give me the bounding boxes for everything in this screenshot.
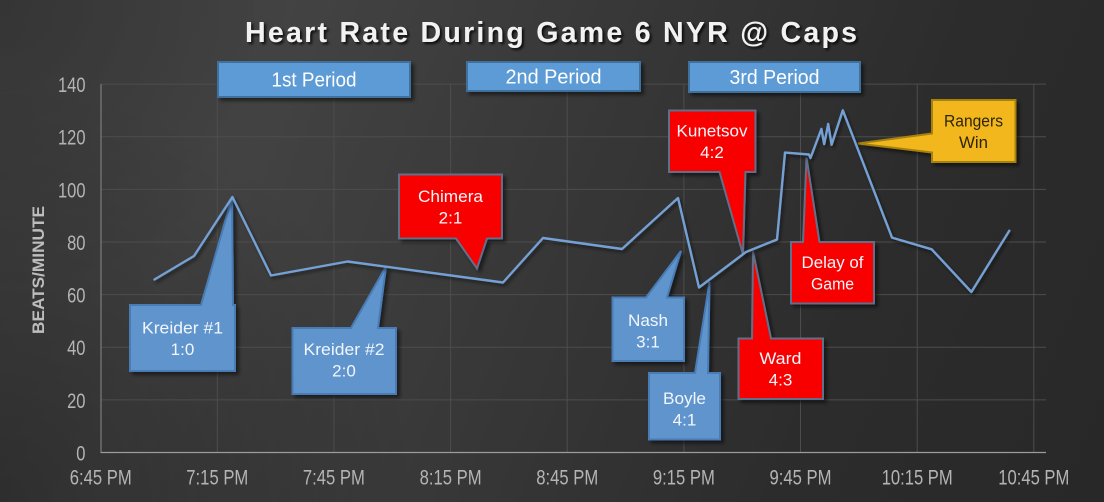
svg-text:10:45 PM: 10:45 PM — [998, 466, 1069, 490]
svg-text:1st Period: 1st Period — [272, 70, 357, 92]
svg-text:Ward: Ward — [760, 349, 802, 368]
svg-text:8:45 PM: 8:45 PM — [536, 466, 598, 490]
svg-text:9:45 PM: 9:45 PM — [770, 466, 832, 490]
svg-text:2:1: 2:1 — [439, 208, 463, 227]
svg-text:9:15 PM: 9:15 PM — [653, 466, 715, 490]
svg-text:60: 60 — [67, 284, 85, 308]
svg-text:1:0: 1:0 — [171, 340, 195, 359]
svg-text:Kunetsov: Kunetsov — [677, 122, 748, 141]
svg-text:6:45 PM: 6:45 PM — [70, 466, 132, 490]
svg-text:Kreider #2: Kreider #2 — [304, 340, 385, 359]
svg-text:Game: Game — [811, 275, 854, 294]
svg-text:4:3: 4:3 — [769, 371, 793, 390]
svg-text:Kreider #1: Kreider #1 — [142, 318, 223, 337]
svg-text:100: 100 — [58, 178, 86, 202]
svg-text:4:2: 4:2 — [700, 143, 724, 162]
svg-text:2nd Period: 2nd Period — [506, 67, 602, 89]
svg-text:4:1: 4:1 — [673, 411, 697, 430]
svg-text:80: 80 — [67, 231, 85, 255]
svg-text:Boyle: Boyle — [663, 389, 706, 408]
svg-text:120: 120 — [58, 126, 86, 150]
svg-text:0: 0 — [76, 441, 85, 465]
svg-text:20: 20 — [67, 389, 85, 413]
svg-text:Win: Win — [959, 133, 988, 152]
svg-text:BEATS/MINUTE: BEATS/MINUTE — [29, 206, 48, 334]
svg-text:7:15 PM: 7:15 PM — [186, 466, 248, 490]
svg-text:Delay of: Delay of — [802, 253, 864, 272]
svg-text:140: 140 — [58, 73, 86, 97]
svg-text:3rd Period: 3rd Period — [730, 67, 820, 89]
svg-text:8:15 PM: 8:15 PM — [420, 466, 482, 490]
svg-text:Heart Rate During Game 6 NYR @: Heart Rate During Game 6 NYR @ Caps — [245, 17, 857, 49]
svg-text:7:45 PM: 7:45 PM — [303, 466, 365, 490]
svg-text:2:0: 2:0 — [332, 361, 356, 380]
svg-text:10:15 PM: 10:15 PM — [882, 466, 953, 490]
svg-text:3:1: 3:1 — [636, 333, 660, 352]
svg-text:Rangers: Rangers — [944, 111, 1003, 130]
svg-text:Nash: Nash — [628, 311, 668, 330]
svg-text:40: 40 — [67, 336, 85, 360]
svg-text:Chimera: Chimera — [418, 187, 484, 206]
